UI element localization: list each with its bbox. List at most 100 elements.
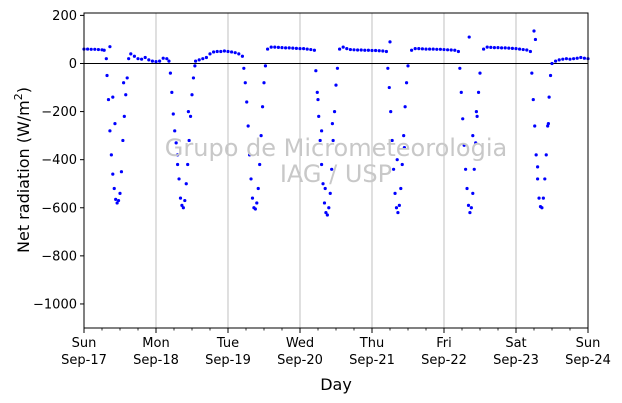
data-point [537, 196, 541, 200]
data-point [318, 138, 322, 143]
data-point [237, 52, 241, 56]
data-point [403, 105, 407, 109]
data-point [322, 201, 327, 205]
data-point [546, 124, 550, 128]
data-point [536, 165, 540, 169]
data-point [183, 198, 187, 203]
data-point [167, 59, 171, 63]
data-point [136, 57, 140, 61]
data-point [140, 57, 144, 61]
data-point [222, 49, 226, 53]
data-point [534, 153, 538, 157]
x-tick-day-label: Sun [72, 336, 97, 351]
data-point [400, 162, 404, 167]
data-point [528, 49, 533, 54]
data-point [106, 97, 111, 102]
data-point [230, 50, 234, 54]
y-tick-label: 0 [69, 57, 77, 72]
y-axis-ticks: 200 0 −200 −400 −600 −800 −1000 [33, 9, 84, 312]
data-point [258, 162, 262, 167]
data-point [341, 45, 345, 49]
data-point [119, 170, 124, 174]
data-point [554, 59, 558, 63]
data-points [82, 29, 590, 217]
data-point [176, 162, 180, 167]
data-point [124, 93, 128, 97]
data-point [320, 162, 324, 167]
data-point [226, 49, 230, 54]
data-point [531, 97, 535, 102]
data-point [446, 48, 450, 52]
data-point [348, 47, 352, 52]
data-point [269, 45, 273, 49]
data-point [330, 122, 334, 126]
data-point [256, 186, 260, 191]
data-point [428, 47, 432, 51]
data-point [546, 122, 551, 126]
data-point [109, 153, 113, 157]
data-point [449, 48, 453, 52]
data-point [233, 51, 237, 55]
data-point [466, 203, 471, 207]
data-point [174, 141, 178, 145]
x-tick-day-label: Thu [359, 336, 384, 351]
data-point [370, 48, 374, 53]
data-point [387, 85, 391, 90]
data-point [467, 35, 471, 39]
data-point [533, 124, 537, 128]
data-point [245, 100, 249, 104]
data-point [280, 46, 284, 50]
data-point [476, 90, 481, 94]
data-point [312, 48, 316, 52]
data-point [406, 64, 410, 68]
data-point [384, 49, 388, 54]
data-point [170, 90, 174, 94]
data-point [188, 114, 193, 118]
data-point [127, 57, 131, 61]
data-point [397, 203, 401, 207]
data-point [253, 207, 257, 211]
data-point [530, 71, 534, 75]
data-point [335, 66, 340, 70]
data-point [190, 93, 194, 97]
data-point [458, 66, 462, 70]
data-point [485, 45, 489, 49]
plot-background [84, 13, 588, 328]
data-point [541, 196, 545, 200]
data-point [186, 162, 190, 167]
data-point [96, 47, 100, 52]
data-point [568, 57, 572, 61]
data-point [263, 64, 268, 68]
data-point [284, 46, 288, 50]
data-point [273, 45, 277, 49]
data-point [532, 29, 536, 33]
data-point [161, 56, 165, 60]
x-tick-day-label: Mon [142, 336, 169, 351]
data-point [474, 141, 478, 145]
data-point [489, 45, 493, 49]
data-point [533, 37, 538, 42]
data-point [500, 46, 504, 50]
data-point [482, 47, 486, 51]
data-point [215, 49, 219, 54]
x-tick-date-label: Sep-24 [565, 353, 611, 368]
data-point [472, 167, 476, 171]
data-point [187, 138, 191, 143]
data-point [114, 197, 118, 201]
data-point [503, 46, 507, 50]
data-point [332, 109, 337, 114]
data-point [327, 206, 331, 210]
data-point [507, 46, 511, 50]
data-point [248, 153, 252, 157]
data-point [550, 61, 554, 66]
x-tick-day-label: Sun [576, 336, 601, 351]
data-point [525, 48, 529, 52]
data-point [464, 167, 468, 171]
data-point [158, 59, 162, 63]
data-point [165, 57, 169, 61]
y-tick-label: 200 [52, 9, 77, 24]
data-point [330, 167, 334, 171]
x-tick-date-label: Sep-23 [493, 353, 539, 368]
data-point [395, 158, 399, 162]
